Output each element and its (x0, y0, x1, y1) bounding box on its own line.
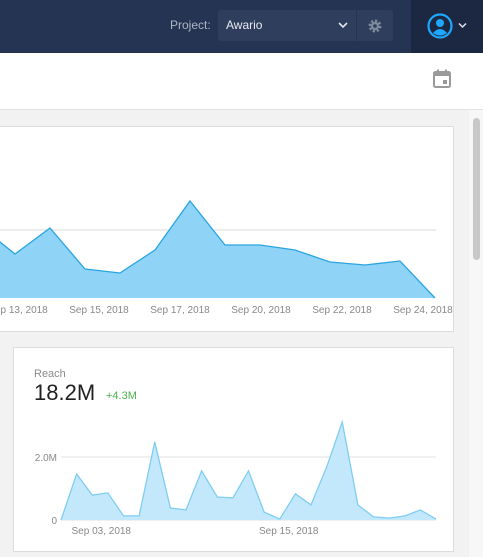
area-line (60, 419, 437, 521)
card: Reach 18.2M +4.3M 0 2.0M Sep 03, 2018 Sep 15, … (13, 347, 454, 552)
x-tick-label: Sep 20, 2018 (231, 305, 291, 316)
y-tick-label: 0 (51, 516, 57, 527)
user-menu[interactable] (411, 0, 483, 53)
calendar-icon[interactable] (432, 69, 452, 89)
area-fill (0, 201, 435, 298)
x-tick-label: Sep 17, 2018 (150, 305, 210, 316)
chevron (458, 22, 467, 29)
navbar: Project: Awario (0, 0, 483, 53)
y-tick-label: 2.0M (35, 453, 57, 464)
user-icon (427, 13, 453, 39)
x-tick-label: Sep 03, 2018 (72, 526, 132, 537)
metric-label: Reach (34, 368, 66, 380)
x-tick-label: Sep 15, 2018 (259, 526, 319, 537)
metric-change: +4.3M (106, 390, 137, 402)
chevron (338, 22, 348, 29)
scrollbar-thumb[interactable] (473, 118, 480, 260)
metric-value: 18.2M (34, 380, 95, 405)
project-select[interactable]: Awario (218, 10, 356, 41)
x-tick-label: Sep 15, 2018 (69, 305, 129, 316)
area-line (0, 199, 436, 299)
toolbar (0, 53, 483, 110)
project-name: Awario (226, 18, 263, 32)
x-tick-label: Sep 24, 2018 (393, 305, 453, 316)
settings-button[interactable] (357, 10, 393, 41)
chart: Sep 13, 2018 Sep 15, 2018 Sep 17, 2018 Sep … (0, 199, 453, 316)
x-tick-label: Sep 22, 2018 (312, 305, 372, 316)
project-label: Project: (170, 18, 211, 32)
scrollbar (469, 110, 483, 557)
card: Sep 13, 2018 Sep 15, 2018 Sep 17, 2018 Sep … (0, 126, 454, 332)
x-tick-label: Sep 13, 2018 (0, 305, 48, 316)
gear-icon (368, 19, 382, 33)
